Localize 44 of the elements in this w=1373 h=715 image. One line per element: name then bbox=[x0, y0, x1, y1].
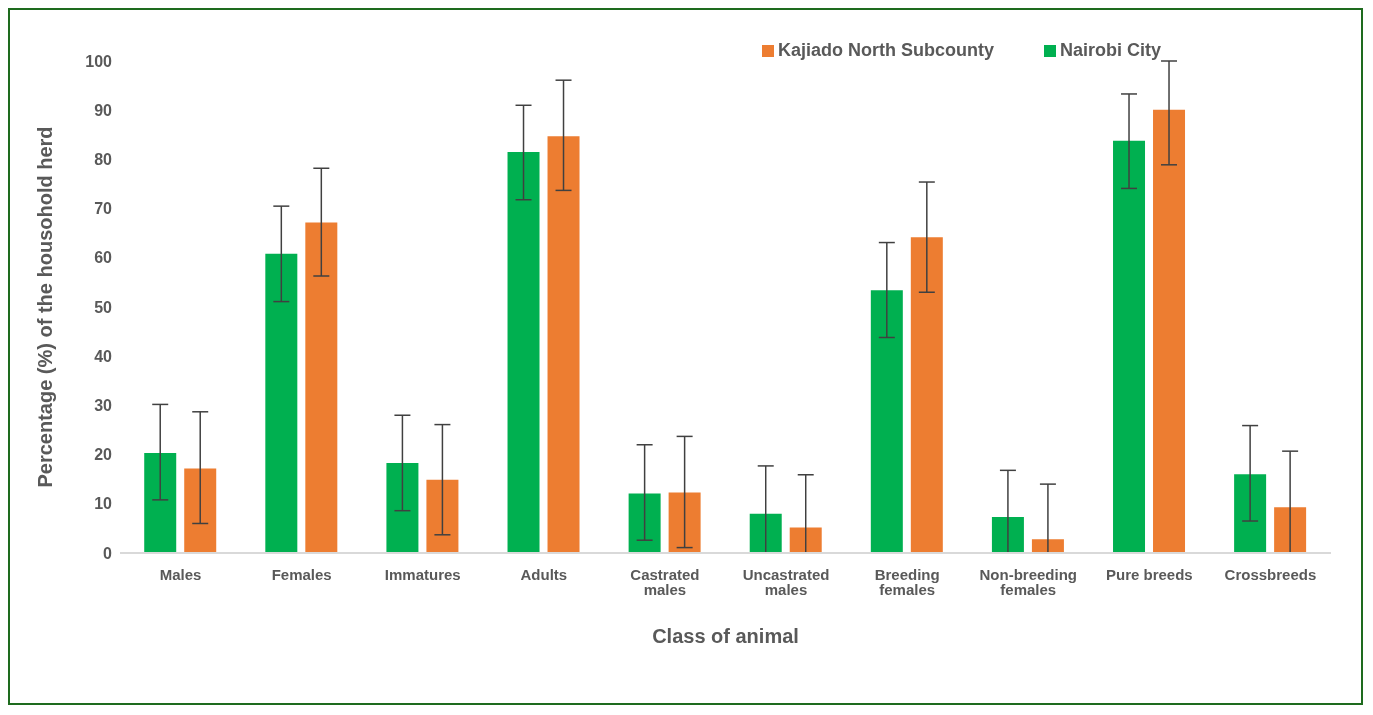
bar bbox=[1274, 507, 1307, 553]
bar bbox=[1113, 140, 1146, 553]
bar bbox=[265, 253, 298, 553]
y-tick-label: 30 bbox=[94, 397, 113, 415]
bar bbox=[386, 462, 419, 553]
bar bbox=[749, 513, 782, 553]
x-tick-label: Uncastrated males bbox=[742, 565, 830, 598]
bar bbox=[991, 517, 1024, 553]
x-tick-label: Immatures bbox=[384, 565, 461, 583]
x-tick-label: Castrated males bbox=[630, 565, 700, 598]
x-tick-label: Adults bbox=[520, 565, 568, 583]
bar bbox=[1153, 109, 1186, 553]
y-tick-label: 10 bbox=[94, 495, 113, 513]
y-axis-title: Percentage (%) of the housohold herd bbox=[34, 126, 57, 488]
bar bbox=[789, 527, 822, 553]
bar bbox=[426, 479, 459, 553]
x-tick-label: Males bbox=[159, 565, 202, 583]
bar bbox=[547, 136, 580, 553]
x-tick-label: Breeding females bbox=[874, 565, 940, 598]
bar bbox=[628, 493, 661, 553]
x-tick-label: Pure breeds bbox=[1105, 565, 1193, 583]
y-tick-label: 50 bbox=[94, 298, 113, 316]
y-tick-label: 20 bbox=[94, 446, 113, 464]
bar bbox=[668, 492, 701, 553]
bar bbox=[910, 237, 943, 553]
y-tick-label: 100 bbox=[85, 52, 113, 70]
bar bbox=[870, 290, 903, 553]
x-tick-label: Crossbreeds bbox=[1224, 565, 1317, 583]
legend-label: Nairobi City bbox=[1059, 40, 1161, 60]
y-tick-label: 90 bbox=[94, 101, 113, 119]
legend-label: Kajiado North Subcounty bbox=[777, 40, 994, 60]
y-tick-label: 40 bbox=[94, 347, 113, 365]
y-tick-label: 60 bbox=[94, 249, 113, 267]
x-tick-label: Non-breeding females bbox=[979, 565, 1077, 598]
bar bbox=[144, 453, 177, 553]
y-tick-label: 0 bbox=[103, 544, 113, 562]
bar bbox=[305, 222, 338, 553]
bar bbox=[184, 468, 217, 553]
y-tick-label: 80 bbox=[94, 151, 113, 169]
bar bbox=[1234, 474, 1267, 553]
x-tick-label: Females bbox=[271, 565, 332, 583]
x-axis-title: Class of animal bbox=[652, 625, 799, 647]
bar bbox=[507, 152, 540, 553]
y-tick-label: 70 bbox=[94, 200, 113, 218]
